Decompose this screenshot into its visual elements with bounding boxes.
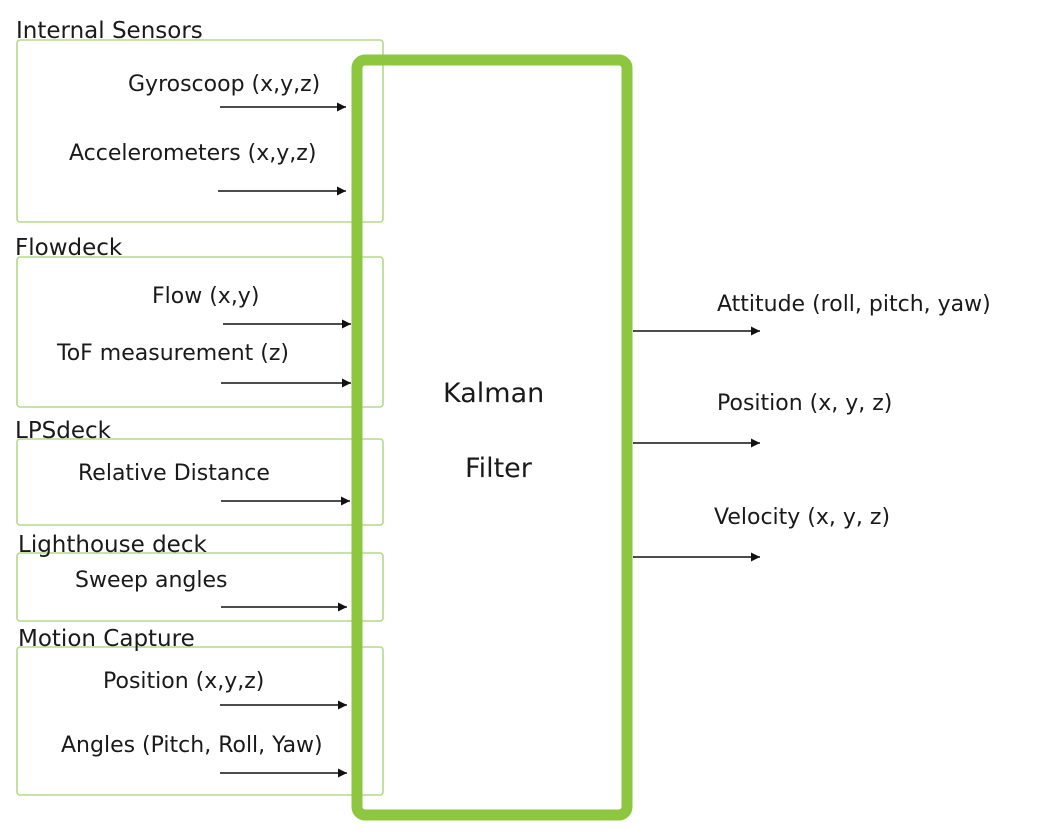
input-label-flow: Flow (x,y) xyxy=(152,284,260,309)
filter-label-line2: Filter xyxy=(465,453,532,484)
group-box-lpsdeck xyxy=(16,438,384,526)
input-label-gyroscoop: Gyroscoop (x,y,z) xyxy=(128,72,321,97)
input-label-accelerometers: Accelerometers (x,y,z) xyxy=(69,141,317,166)
group-title-flowdeck: Flowdeck xyxy=(15,235,123,261)
group-title-internal-sensors: Internal Sensors xyxy=(16,18,203,44)
group-title-lighthouse-deck: Lighthouse deck xyxy=(18,532,207,558)
group-box-internal-sensors xyxy=(16,39,384,223)
group-box-lighthouse-deck xyxy=(16,552,384,622)
filter-label-line1: Kalman xyxy=(443,378,545,409)
input-label-sweep-angles: Sweep angles xyxy=(75,568,228,593)
group-box-motion-capture xyxy=(16,646,384,796)
output-label-position: Position (x, y, z) xyxy=(717,391,893,416)
input-label-position: Position (x,y,z) xyxy=(103,669,265,694)
input-label-relative-distance: Relative Distance xyxy=(78,461,270,486)
input-label-tof-measurement: ToF measurement (z) xyxy=(57,341,289,366)
group-title-lpsdeck: LPSdeck xyxy=(15,418,111,444)
group-box-flowdeck xyxy=(16,256,384,408)
group-title-motion-capture: Motion Capture xyxy=(18,626,195,652)
input-label-angles: Angles (Pitch, Roll, Yaw) xyxy=(61,733,323,758)
output-label-attitude: Attitude (roll, pitch, yaw) xyxy=(717,292,991,317)
kalman-filter-box xyxy=(351,54,633,821)
output-label-velocity: Velocity (x, y, z) xyxy=(714,505,891,530)
